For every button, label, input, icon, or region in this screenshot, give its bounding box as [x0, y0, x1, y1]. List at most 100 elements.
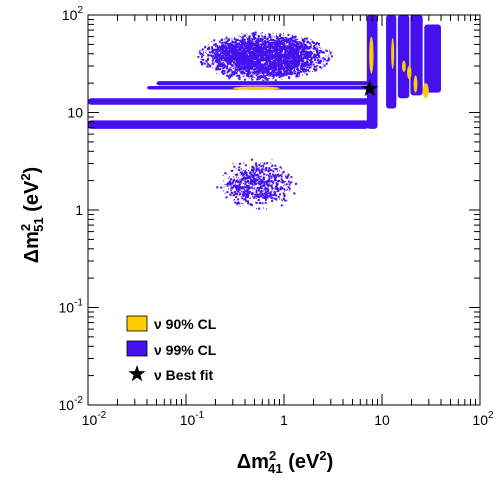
cl99-point — [269, 191, 272, 194]
cl99-point — [224, 47, 226, 49]
cl99-point — [242, 169, 244, 171]
cl99-point — [227, 38, 229, 40]
cl99-point — [307, 52, 309, 55]
cl99-point — [229, 184, 231, 186]
cl99-point — [246, 60, 249, 63]
cl99-point — [274, 72, 276, 74]
cl99-point — [281, 51, 283, 53]
cl99-point — [251, 175, 254, 178]
cl99-point — [233, 59, 235, 61]
cl99-point — [279, 166, 282, 169]
cl99-point — [238, 45, 240, 47]
x-tick-label: 102 — [472, 410, 494, 428]
cl99-point — [269, 35, 272, 38]
cl99-point — [311, 40, 314, 43]
x-tick-labels: 10-2 10-1 1 10 102 — [82, 410, 494, 428]
cl99-point — [241, 42, 244, 44]
cl99-point — [269, 196, 271, 198]
cl99-point — [262, 180, 264, 182]
cl99-point — [249, 49, 251, 51]
cl99-point — [240, 40, 242, 43]
cl99-point — [265, 199, 267, 200]
best-fit-layer — [361, 79, 379, 97]
cl99-point — [219, 49, 222, 52]
cl99-point — [273, 42, 276, 44]
cl99-point — [286, 41, 289, 44]
cl99-point — [251, 191, 253, 193]
cl99-point — [290, 56, 293, 59]
cl99-point — [242, 41, 245, 44]
cl99-point — [223, 52, 226, 55]
cl99-point — [285, 62, 288, 65]
cl99-point — [271, 44, 273, 46]
cl99-point — [211, 48, 214, 51]
cl99-point — [213, 52, 216, 55]
cl99-point — [279, 52, 282, 54]
cl99-point — [271, 40, 273, 42]
cl99-point — [273, 53, 275, 55]
cl99-point — [294, 38, 297, 41]
legend-label-99cl: ν 99% CL — [154, 342, 217, 358]
cl99-point — [258, 170, 260, 172]
cl99-point — [214, 51, 216, 53]
cl99-point — [235, 48, 238, 51]
cl99-point — [312, 71, 314, 73]
cl99-point — [293, 192, 296, 195]
cl99-point — [258, 168, 260, 170]
cl99-point — [288, 180, 290, 183]
cl99-point — [282, 198, 285, 200]
cl99-point — [240, 169, 242, 171]
cl99-point — [252, 185, 254, 187]
cl99-point — [280, 60, 282, 62]
cl99-point — [244, 173, 246, 175]
cl99-point — [254, 44, 257, 47]
cl99-point — [317, 60, 319, 61]
cl99-point — [228, 52, 230, 54]
cl99-point — [249, 59, 251, 61]
cl99-point — [260, 61, 261, 63]
cl99-point — [261, 162, 263, 164]
cl99-point — [227, 183, 229, 185]
cl99-point — [274, 167, 277, 170]
cl99-point — [310, 57, 313, 60]
cl99-point — [275, 176, 277, 179]
cl99-point — [310, 61, 312, 64]
cl99-point — [232, 59, 234, 61]
cl99-point — [248, 178, 250, 180]
cl99-point — [259, 64, 262, 67]
cl99-point — [283, 43, 286, 46]
cl99-point — [288, 190, 290, 192]
cl99-point — [265, 70, 268, 73]
cl99-point — [270, 52, 272, 54]
cl99-point — [273, 197, 276, 200]
cl99-point — [261, 32, 263, 33]
cl99-point — [236, 190, 239, 193]
cl99-point — [260, 47, 263, 49]
cl99-point — [255, 34, 257, 36]
cl99-point — [200, 55, 203, 58]
cl99-point — [271, 69, 273, 70]
cl99-point — [275, 188, 277, 190]
cl99-point — [263, 45, 265, 46]
cl99-point — [241, 57, 242, 59]
cl99-point — [257, 76, 260, 78]
cl99-point — [225, 55, 228, 58]
cl99-point — [297, 45, 299, 47]
cl99-point — [243, 60, 245, 62]
cl99-point — [201, 53, 204, 56]
cl99-point — [244, 66, 246, 69]
cl99-point — [269, 56, 271, 58]
cl99-point — [245, 195, 247, 197]
cl99-point — [285, 46, 287, 48]
cl99-point — [280, 48, 282, 51]
cl99-point — [296, 67, 299, 70]
cl99-point — [275, 194, 278, 197]
cl99-point — [244, 52, 246, 54]
cl99-point — [276, 180, 279, 183]
cl99-point — [270, 162, 272, 164]
cl99-point — [258, 183, 261, 185]
cl99-point — [308, 47, 311, 50]
cl99-point — [242, 41, 244, 43]
cl99-point — [281, 168, 283, 170]
cl99-point — [218, 57, 221, 60]
